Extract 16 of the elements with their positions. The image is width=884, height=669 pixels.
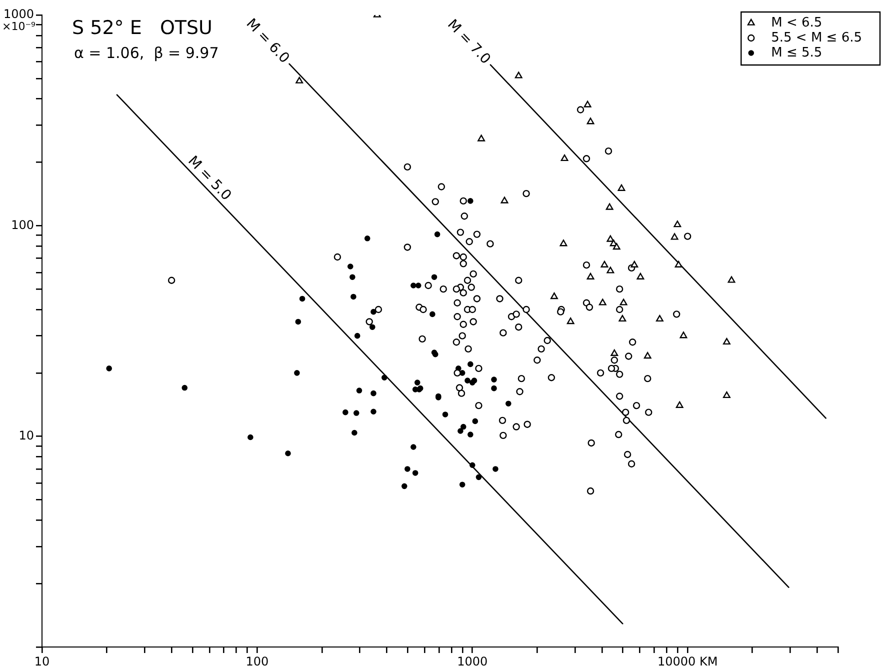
x-tick-label: 10000 KM	[657, 654, 718, 668]
y-axis-title: ×10⁻⁹	[2, 20, 36, 33]
legend-label: M < 6.5	[771, 15, 822, 30]
x-tick-label: 1000	[457, 654, 488, 668]
y-tick-label: 100	[11, 218, 34, 232]
text: M = 5.0	[184, 153, 234, 204]
y-tick-label: 1000	[3, 7, 34, 22]
text: M = 7.0	[444, 16, 494, 68]
legend-label: 5.5 < M ≤ 6.5	[771, 30, 862, 46]
chart-title: S 52° E OTSU	[72, 17, 212, 39]
y-tick-label: 10	[18, 428, 34, 442]
text: M = 6.0	[242, 16, 292, 67]
x-tick-label: 100	[246, 654, 269, 668]
x-tick-label: 10	[34, 654, 50, 668]
legend-label: M ≤ 5.5	[771, 45, 822, 60]
text: α = 1.06, β = 9.97	[74, 44, 219, 62]
